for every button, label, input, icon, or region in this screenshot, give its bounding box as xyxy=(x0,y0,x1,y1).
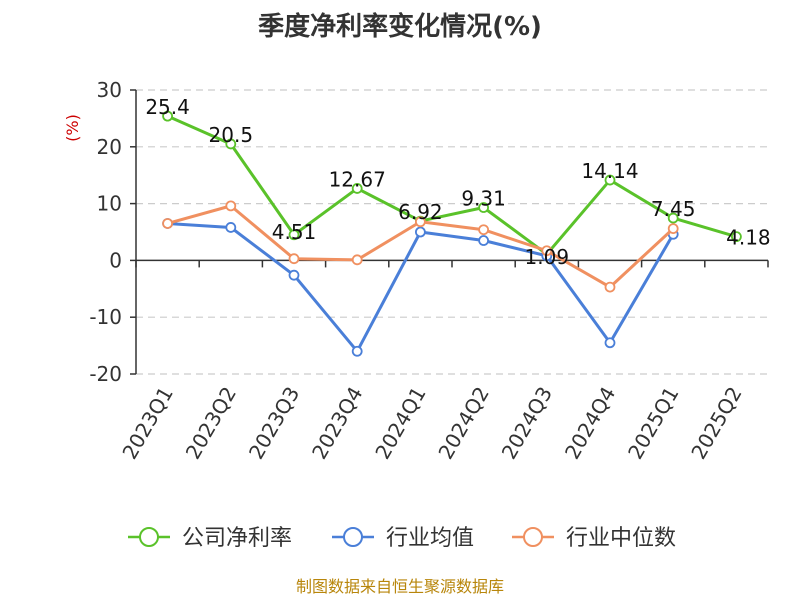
data-point xyxy=(478,224,490,236)
data-point xyxy=(225,222,237,233)
y-tick-label: 20 xyxy=(97,135,122,159)
legend-marker xyxy=(523,527,543,547)
data-point xyxy=(414,216,426,228)
y-tick-label: 10 xyxy=(97,192,122,216)
y-tick-label: -10 xyxy=(89,305,122,329)
data-point xyxy=(351,183,363,194)
legend: 公司净利率 行业均值 行业中位数 xyxy=(128,526,676,551)
data-point xyxy=(414,226,426,238)
data-labels: 25.4 20.5 4.51 12.67 6.92 9.31 1.09 14.14 7.45 4.… xyxy=(145,95,770,269)
data-point xyxy=(478,235,490,246)
y-tick-label: 0 xyxy=(109,248,122,272)
data-point xyxy=(225,138,237,150)
x-tick-label: 2024Q4 xyxy=(560,383,620,464)
data-label: 20.5 xyxy=(209,123,254,147)
legend-label: 公司净利率 xyxy=(182,526,292,551)
series-line-1 xyxy=(167,221,675,353)
x-tick-label: 2025Q1 xyxy=(623,383,683,464)
data-label: 4.51 xyxy=(272,220,317,244)
data-point xyxy=(162,110,174,122)
data-point xyxy=(667,212,679,224)
x-tick-label: 2023Q4 xyxy=(307,383,367,464)
data-label: 9.31 xyxy=(461,187,506,211)
data-point xyxy=(351,345,363,357)
grid-lines xyxy=(136,89,768,375)
legend-marker xyxy=(343,527,363,547)
data-point xyxy=(478,202,490,213)
data-point xyxy=(604,281,616,293)
x-tick-label: 2025Q2 xyxy=(686,383,746,464)
data-point xyxy=(288,229,300,241)
data-point xyxy=(541,245,553,257)
x-tick-label: 2023Q2 xyxy=(181,383,241,464)
x-tick-label: 2023Q3 xyxy=(244,383,304,464)
y-tick-label: 30 xyxy=(97,78,122,102)
legend-label: 行业中位数 xyxy=(566,526,676,551)
data-point xyxy=(731,231,742,243)
x-tick-label: 2024Q1 xyxy=(370,383,430,464)
data-point xyxy=(288,253,300,265)
data-label: 1.09 xyxy=(525,245,570,269)
series-line-0 xyxy=(166,114,737,256)
data-point xyxy=(351,254,363,266)
series-group xyxy=(162,110,742,357)
data-label: 25.4 xyxy=(145,95,190,119)
chart-title: 季度净利率变化情况(%) xyxy=(258,11,542,42)
data-point xyxy=(667,223,679,234)
y-tick-label: -20 xyxy=(89,362,122,386)
data-label: 7.45 xyxy=(651,197,696,221)
x-tick-label: 2024Q3 xyxy=(497,383,557,464)
data-point xyxy=(604,174,616,186)
data-point xyxy=(288,269,300,281)
source-note: 制图数据来自恒生聚源数据库 xyxy=(296,577,504,596)
data-point xyxy=(225,200,237,212)
y-axis-ticks: 30 20 10 0 -10 -20 xyxy=(89,78,137,386)
data-label: 6.92 xyxy=(398,200,443,224)
legend-label: 行业均值 xyxy=(386,526,474,551)
x-tick-label: 2024Q2 xyxy=(433,382,493,463)
x-tick-label: 2023Q1 xyxy=(117,383,177,464)
y-axis-label: (%) xyxy=(63,114,82,142)
x-axis: 2023Q1 2023Q2 2023Q3 2023Q4 2024Q1 2024Q2 2024… xyxy=(117,259,769,464)
data-label: 12.67 xyxy=(329,167,386,191)
data-point xyxy=(604,337,616,349)
data-label: 14.14 xyxy=(581,159,638,183)
legend-marker xyxy=(139,527,159,547)
data-point xyxy=(162,218,174,229)
data-label: 4.18 xyxy=(726,226,771,250)
